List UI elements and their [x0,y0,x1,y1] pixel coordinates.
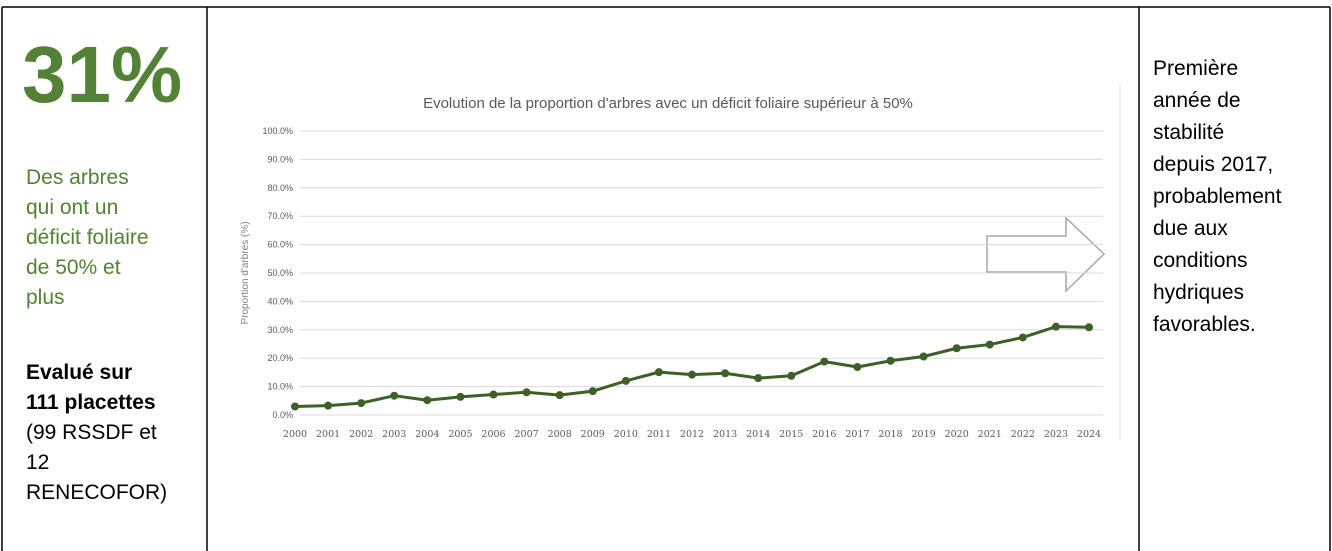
x-tick-label: 2002 [349,429,373,440]
comment-line: depuis 2017, [1153,153,1273,176]
data-point [820,357,829,366]
x-tick-label: 2003 [382,429,406,440]
x-tick-label: 2009 [581,429,605,440]
table-borders [1,6,1331,551]
description-line: qui ont un [26,196,118,219]
data-point [390,391,399,400]
note-line: (99 RSSDF et [26,421,157,444]
data-point [721,369,730,378]
data-point [853,363,862,372]
comment-line: due aux [1153,217,1228,240]
data-point [1018,333,1027,342]
x-tick-label: 2011 [647,429,671,440]
note-line: RENECOFOR) [26,481,167,504]
comment-line: conditions [1153,249,1248,272]
data-point [489,390,498,399]
data-point [324,401,333,410]
x-tick-label: 2001 [316,429,340,440]
comment-line: hydriques [1153,281,1244,304]
data-point [621,376,630,385]
x-tick-label: 2007 [514,429,538,440]
data-point [588,387,597,396]
data-point [291,402,299,411]
y-tick-label: 20.0% [267,353,293,363]
comment-line: stabilité [1153,121,1224,144]
data-line [294,325,1090,408]
data-point [1051,322,1060,331]
data-point [423,396,432,405]
data-point [688,370,696,379]
y-tick-label: 40.0% [267,296,293,306]
x-tick-label: 2022 [1011,429,1035,440]
x-tick-label: 2012 [680,429,704,440]
x-tick-label: 2010 [614,429,638,440]
x-tick-label: 2019 [911,429,935,440]
y-tick-label: 70.0% [267,211,293,221]
x-tick-label: 2018 [878,429,902,440]
x-tick-label: 2006 [481,429,505,440]
x-tick-label: 2013 [713,429,737,440]
y-axis-label: Proportion d'arbres (%) [240,221,251,324]
headline: 31% [22,30,182,119]
x-tick-label: 2000 [283,429,307,440]
y-tick-label: 30.0% [267,325,293,335]
data-point [919,352,928,361]
data-point [754,374,763,383]
x-tick-label: 2008 [548,429,572,440]
comment-line: année de [1153,89,1241,112]
description-line: Des arbres [26,166,129,189]
y-tick-label: 60.0% [267,240,293,250]
x-tick-label: 2004 [415,429,439,440]
data-point [555,391,564,400]
y-tick-label: 10.0% [267,382,293,392]
y-tick-label: 0.0% [272,410,293,420]
data-point [522,388,531,397]
data-point [952,344,961,353]
description-line: de 50% et [26,256,121,279]
note-bold-line: 111 placettes [26,391,156,414]
description-line: déficit foliaire [26,226,149,249]
data-point [985,340,994,349]
y-tick-label: 80.0% [267,183,293,193]
x-tick-label: 2005 [448,429,472,440]
data-point [886,356,895,365]
data-point [654,368,663,377]
x-tick-label: 2021 [978,429,1002,440]
note-bold-line: Evalué sur [26,361,132,384]
x-tick-label: 2020 [945,429,969,440]
description-line: plus [26,286,65,309]
y-tick-label: 100.0% [262,126,293,136]
chart-title: Evolution de la proportion d'arbres avec… [423,95,913,112]
data-point [456,392,465,401]
note-line: 12 [26,451,49,474]
x-tick-label: 2024 [1077,429,1101,440]
data-point [357,399,366,408]
x-tick-label: 2014 [746,429,770,440]
comment-line: favorables. [1153,313,1256,336]
x-tick-label: 2016 [812,429,836,440]
x-tick-label: 2023 [1044,429,1068,440]
data-point [1085,323,1093,332]
comment-line: Première [1153,57,1238,80]
x-tick-label: 2017 [845,429,869,440]
comment-line: probablement [1153,185,1282,208]
y-tick-label: 50.0% [267,268,293,278]
data-point [787,371,796,380]
y-tick-label: 90.0% [267,154,293,164]
x-tick-label: 2015 [779,429,803,440]
arrow-icon [986,216,1106,293]
